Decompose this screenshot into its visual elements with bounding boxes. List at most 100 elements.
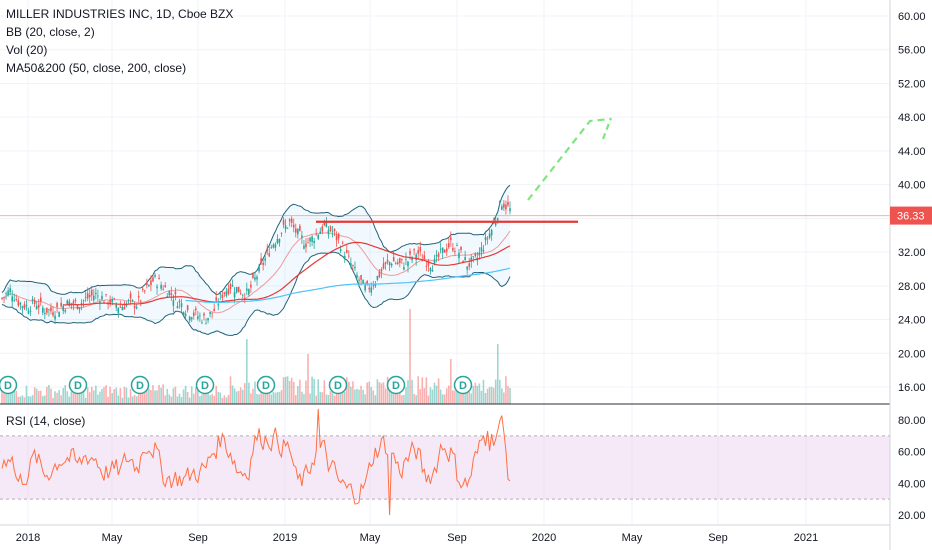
dividend-circle <box>256 375 276 395</box>
dividend-marker[interactable]: D <box>195 375 215 395</box>
candle <box>311 235 313 247</box>
candle <box>158 274 160 280</box>
candle-body <box>70 303 73 305</box>
candle <box>54 310 56 325</box>
volume-bar <box>498 379 501 404</box>
volume-bar <box>229 376 232 404</box>
volume-bar <box>205 393 207 404</box>
legend-vol[interactable]: Vol (20) <box>6 43 48 57</box>
volume-bar <box>362 389 364 404</box>
candle <box>305 238 307 253</box>
dividend-marker[interactable]: D <box>256 375 276 395</box>
rsi-axis[interactable]: 80.00 60.00 40.00 20.00 <box>898 415 926 522</box>
candle <box>362 279 364 284</box>
volume-bar <box>486 388 489 404</box>
bb-basis <box>1 230 511 314</box>
candle-body <box>52 312 54 316</box>
legend-title[interactable]: MILLER INDUSTRIES INC, 1D, Cboe BZX <box>6 7 234 21</box>
candle <box>44 308 46 320</box>
dividend-marker[interactable]: D <box>0 375 18 395</box>
candle-body <box>135 306 138 309</box>
legend-rsi[interactable]: RSI (14, close) <box>6 414 86 428</box>
candle <box>33 297 36 307</box>
volume-bar <box>327 394 330 404</box>
volume-bar <box>111 393 113 404</box>
dividend-label: D <box>201 380 209 392</box>
candle <box>180 298 183 312</box>
volume-bar <box>54 391 56 404</box>
volume-bar <box>1 384 3 404</box>
volume-bar <box>264 392 266 404</box>
projection-head <box>601 117 613 140</box>
volume-bar <box>33 387 36 404</box>
projection-arrow[interactable] <box>527 117 613 201</box>
time-axis[interactable]: 2018 May Sep 2019 May Sep 2020 May Sep 2021 <box>16 532 818 544</box>
dividend-marker[interactable]: D <box>453 375 473 395</box>
volume-bar <box>343 391 346 404</box>
candle-body <box>501 206 503 210</box>
candle-body <box>415 254 417 260</box>
candle-body <box>503 203 505 208</box>
volume-bar <box>490 386 493 404</box>
candle <box>135 304 138 310</box>
volume-bar <box>19 396 22 404</box>
price-axis[interactable]: 60.0056.0052.0048.0044.0040.0036.0032.00… <box>898 11 926 394</box>
volume-bar <box>176 396 179 404</box>
volume-bar <box>184 385 187 404</box>
dividend-circle <box>453 375 473 395</box>
candle <box>231 279 234 287</box>
candle <box>23 301 26 311</box>
volume-bar <box>231 385 234 404</box>
volume-bar <box>494 379 497 404</box>
dividend-marker[interactable]: D <box>386 375 406 395</box>
projection-path <box>527 117 611 201</box>
legend-ma[interactable]: MA50&200 (50, close, 200, close) <box>6 61 187 75</box>
candle-body <box>160 284 162 289</box>
legend-bb[interactable]: BB (20, close, 2) <box>6 25 95 39</box>
candle-body <box>254 277 256 280</box>
candle-body <box>407 261 409 267</box>
dividend-marker[interactable]: D <box>130 375 150 395</box>
candle <box>52 306 54 318</box>
candle-body <box>292 224 295 228</box>
volume-bar <box>433 382 436 404</box>
candle-body <box>417 250 419 254</box>
candle-body <box>5 293 7 295</box>
volume-bar <box>303 394 305 404</box>
candle-body <box>148 284 150 287</box>
volume-bar <box>168 394 171 404</box>
volume-bar <box>252 388 254 404</box>
candle-body <box>470 257 473 262</box>
candle <box>345 245 348 254</box>
volume-bar <box>243 383 246 404</box>
volume-bar <box>419 389 422 404</box>
candle-body <box>384 262 387 264</box>
candle-body <box>396 262 399 264</box>
candle <box>321 224 324 235</box>
candle-body <box>252 273 254 278</box>
candle-body <box>192 312 195 317</box>
candle-body <box>496 218 499 221</box>
volume-bar <box>364 394 366 404</box>
volume-bar <box>133 394 136 404</box>
last-price-tag-bg <box>890 206 932 225</box>
candle-body <box>480 247 483 252</box>
candle-body <box>313 240 315 243</box>
candle-body <box>139 300 142 302</box>
volume-bar <box>258 394 260 404</box>
candle-body <box>339 249 342 251</box>
volume-bar <box>152 385 154 404</box>
volume-bar <box>141 388 144 404</box>
volume-bar <box>95 385 97 404</box>
candle <box>388 261 391 272</box>
volume-bar <box>239 387 242 404</box>
candle <box>27 307 30 315</box>
candle-body <box>113 298 116 300</box>
dividend-marker[interactable]: D <box>68 375 88 395</box>
volume-bar <box>248 382 250 404</box>
candle <box>503 200 505 212</box>
dividend-marker[interactable]: D <box>328 375 348 395</box>
volume-bar <box>294 395 297 404</box>
candle-body <box>366 280 368 284</box>
